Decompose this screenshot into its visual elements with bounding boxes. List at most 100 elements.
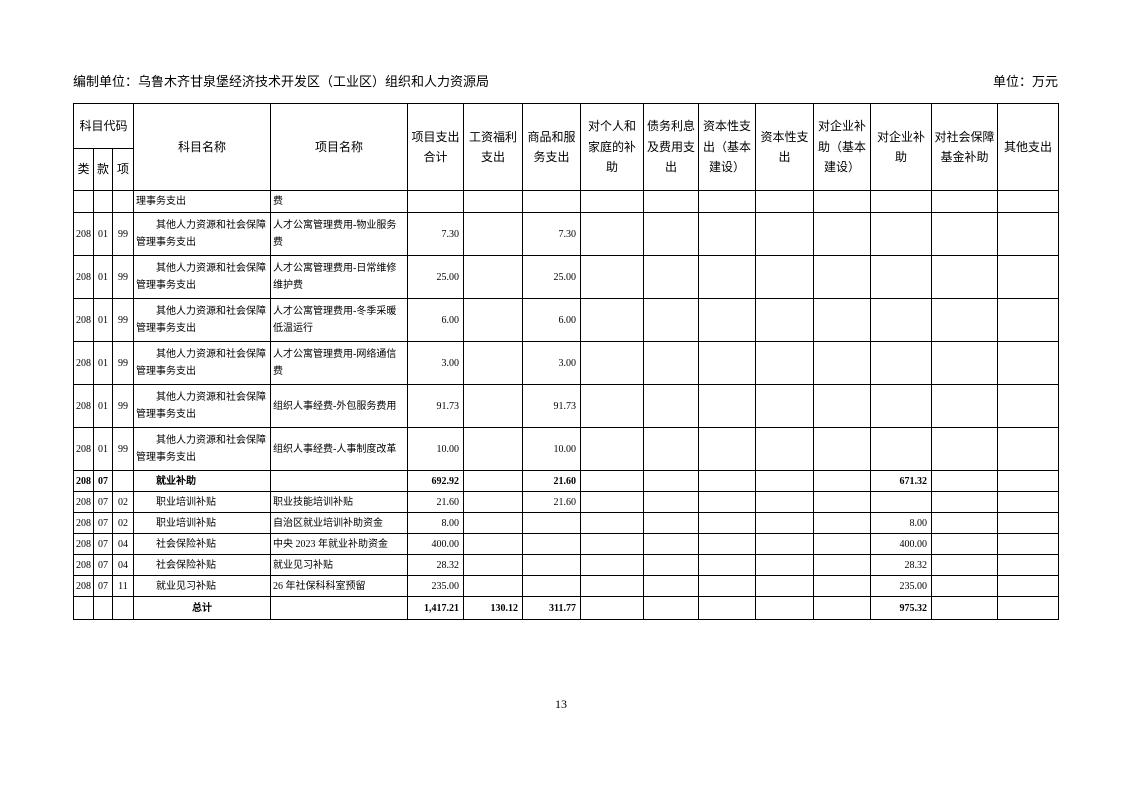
value-cell-8: 671.32: [870, 470, 932, 492]
value-cell-1: 130.12: [463, 596, 523, 620]
value-cell-9: [931, 341, 998, 385]
value-cell-8: 235.00: [870, 575, 932, 597]
header-project-name: 项目名称: [270, 103, 408, 191]
code-section-cell: 07: [93, 491, 113, 513]
table-row: 208 07 02 职业培训补贴 自治区就业培训补助资金 8.00 8.00: [73, 512, 1059, 534]
project-name-cell: 人才公寓管理费用-物业服务费: [270, 212, 408, 256]
code-section-cell: 01: [93, 255, 113, 299]
value-cell-4: [643, 596, 699, 620]
value-cell-6: [755, 491, 814, 513]
value-cell-9: [931, 491, 998, 513]
value-cell-6: [755, 427, 814, 471]
value-cell-3: [580, 384, 644, 428]
value-cell-8: [870, 190, 932, 213]
value-cell-2: [522, 512, 581, 534]
subject-name-cell: 职业培训补贴: [133, 491, 271, 513]
value-cell-1: [463, 190, 523, 213]
value-cell-2: 7.30: [522, 212, 581, 256]
value-cell-5: [698, 512, 756, 534]
value-cell-7: [813, 554, 871, 576]
code-class-cell: 208: [73, 533, 94, 555]
value-cell-8: [870, 255, 932, 299]
value-cell-10: [997, 427, 1059, 471]
value-cell-9: [931, 190, 998, 213]
header-code-item: 项: [112, 148, 134, 191]
value-cell-5: [698, 212, 756, 256]
value-cell-6: [755, 554, 814, 576]
header-project-total: 项目支出合计: [407, 103, 464, 191]
code-class-cell: 208: [73, 554, 94, 576]
code-section-cell: 07: [93, 575, 113, 597]
value-cell-9: [931, 470, 998, 492]
value-cell-2: 3.00: [522, 341, 581, 385]
value-cell-6: [755, 512, 814, 534]
value-cell-2: [522, 575, 581, 597]
header-other-expense: 其他支出: [997, 103, 1059, 191]
subject-name-cell: 就业补助: [133, 470, 271, 492]
value-cell-8: 28.32: [870, 554, 932, 576]
table-row: 208 01 99 其他人力资源和社会保障管理事务支出 组织人事经费-人事制度改革 10.…: [73, 427, 1059, 471]
value-cell-9: [931, 575, 998, 597]
code-class-cell: 208: [73, 491, 94, 513]
code-class-cell: 208: [73, 341, 94, 385]
budget-table: 科目代码 科目名称 项目名称 项目支出合计 工资福利支出 商品和服务支出 对个人…: [73, 103, 1059, 620]
value-cell-8: [870, 212, 932, 256]
value-cell-9: [931, 255, 998, 299]
value-cell-3: [580, 212, 644, 256]
table-row: 208 01 99 其他人力资源和社会保障管理事务支出 人才公寓管理费用-物业服务费 7.…: [73, 212, 1059, 256]
table-header: 科目代码 科目名称 项目名称 项目支出合计 工资福利支出 商品和服务支出 对个人…: [73, 103, 1059, 191]
value-cell-3: [580, 533, 644, 555]
project-name-cell: 人才公寓管理费用-日常维修维护费: [270, 255, 408, 299]
code-section-cell: [93, 596, 113, 620]
value-cell-5: [698, 298, 756, 342]
value-cell-3: [580, 512, 644, 534]
header-debt-interest: 债务利息及费用支出: [643, 103, 699, 191]
value-cell-5: [698, 575, 756, 597]
unit-label: 单位：万元: [992, 74, 1058, 89]
value-cell-4: [643, 212, 699, 256]
subject-name-cell: 其他人力资源和社会保障管理事务支出: [133, 384, 271, 428]
code-item-cell: 04: [112, 554, 134, 576]
table-body: 理事务支出费 208 01 99 其他人力资源和社会保障管理事务支出 人才公寓管理费用-物…: [73, 190, 1059, 620]
project-name-cell: 职业技能培训补贴: [270, 491, 408, 513]
value-cell-5: [698, 533, 756, 555]
value-cell-10: [997, 554, 1059, 576]
value-cell-5: [698, 384, 756, 428]
value-cell-2: 21.60: [522, 491, 581, 513]
value-cell-1: [463, 255, 523, 299]
value-cell-1: [463, 491, 523, 513]
value-cell-0: 21.60: [407, 491, 464, 513]
table-row: 208 01 99 其他人力资源和社会保障管理事务支出 人才公寓管理费用-冬季采暖低温运…: [73, 298, 1059, 342]
value-cell-1: [463, 470, 523, 492]
code-item-cell: 99: [112, 255, 134, 299]
value-cell-0: 692.92: [407, 470, 464, 492]
code-class-cell: 208: [73, 255, 94, 299]
value-cell-8: [870, 384, 932, 428]
value-cell-4: [643, 384, 699, 428]
value-cell-2: 311.77: [522, 596, 581, 620]
value-cell-8: [870, 427, 932, 471]
code-class-cell: [73, 596, 94, 620]
code-item-cell: 02: [112, 512, 134, 534]
value-cell-3: [580, 298, 644, 342]
header-goods-services: 商品和服务支出: [522, 103, 581, 191]
value-cell-10: [997, 255, 1059, 299]
value-cell-3: [580, 554, 644, 576]
value-cell-0: 3.00: [407, 341, 464, 385]
value-cell-1: [463, 512, 523, 534]
value-cell-4: [643, 470, 699, 492]
code-section-cell: 07: [93, 512, 113, 534]
value-cell-9: [931, 384, 998, 428]
value-cell-10: [997, 470, 1059, 492]
code-item-cell: 04: [112, 533, 134, 555]
code-class-cell: 208: [73, 212, 94, 256]
value-cell-5: [698, 470, 756, 492]
project-name-cell: 组织人事经费-外包服务费用: [270, 384, 408, 428]
value-cell-6: [755, 255, 814, 299]
value-cell-1: [463, 427, 523, 471]
table-row: 208 07 02 职业培训补贴 职业技能培训补贴 21.60 21.60: [73, 491, 1059, 513]
value-cell-1: [463, 554, 523, 576]
code-section-cell: 01: [93, 427, 113, 471]
value-cell-10: [997, 533, 1059, 555]
